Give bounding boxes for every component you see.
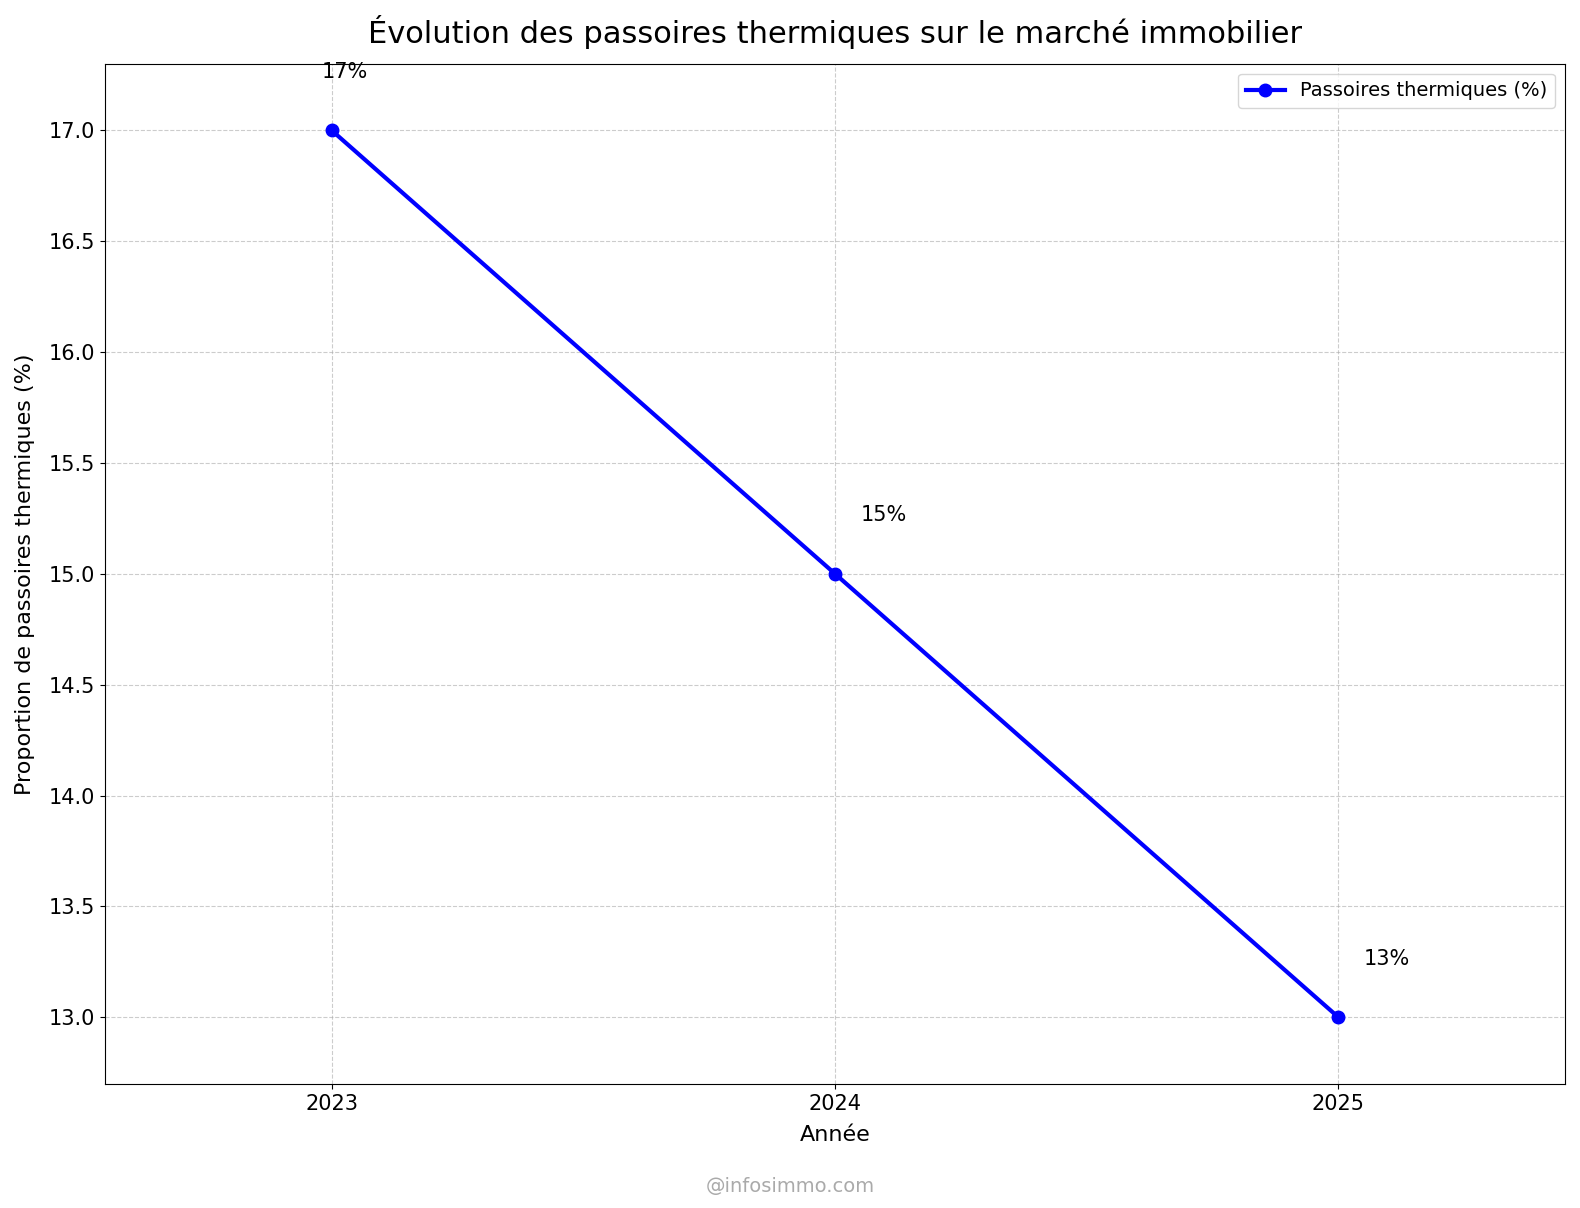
- Text: 15%: 15%: [860, 505, 907, 525]
- Y-axis label: Proportion de passoires thermiques (%): Proportion de passoires thermiques (%): [14, 353, 35, 795]
- Title: Évolution des passoires thermiques sur le marché immobilier: Évolution des passoires thermiques sur l…: [368, 14, 1302, 50]
- Text: 17%: 17%: [322, 62, 368, 82]
- Line: Passoires thermiques (%): Passoires thermiques (%): [325, 124, 1345, 1023]
- Text: @infosimmo.com: @infosimmo.com: [705, 1177, 875, 1196]
- Passoires thermiques (%): [1329, 1010, 1348, 1024]
- Text: 13%: 13%: [1364, 948, 1409, 969]
- X-axis label: Année: Année: [799, 1125, 871, 1145]
- Passoires thermiques (%): [322, 123, 341, 138]
- Passoires thermiques (%): [826, 567, 845, 581]
- Legend: Passoires thermiques (%): Passoires thermiques (%): [1239, 74, 1555, 108]
